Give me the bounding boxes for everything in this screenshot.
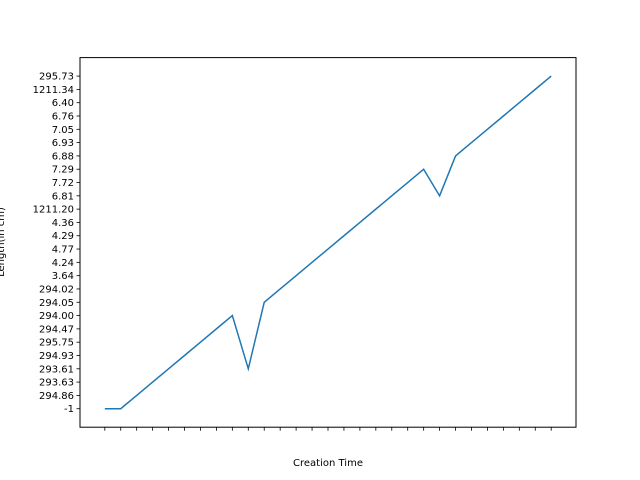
- y-tick-label: 1211.20: [33, 205, 74, 216]
- y-tick-label: 4.24: [52, 258, 74, 269]
- y-tick-label: -1: [64, 404, 74, 415]
- y-tick-label: 7.29: [52, 165, 74, 176]
- y-tick-label: 3.64: [52, 271, 74, 282]
- y-tick-label: 294.86: [39, 391, 74, 402]
- y-tick-label: 4.29: [52, 231, 74, 242]
- y-tick-label: 4.36: [52, 218, 74, 229]
- y-tick-label: 295.75: [39, 338, 74, 349]
- y-tick-label: 294.02: [39, 284, 74, 295]
- y-tick-label: 4.77: [52, 245, 74, 256]
- y-tick-label: 7.05: [52, 125, 74, 136]
- y-tick-label: 294.05: [39, 298, 74, 309]
- y-tick-label: 1211.34: [33, 85, 74, 96]
- y-tick-label: 293.63: [39, 378, 74, 389]
- data-line: [104, 75, 552, 410]
- y-tick-label: 295.73: [39, 72, 74, 83]
- y-tick-label: 6.93: [52, 138, 74, 149]
- y-tick-label: 293.61: [39, 364, 74, 375]
- y-tick-label: 7.72: [52, 178, 74, 189]
- y-tick-label: 294.47: [39, 324, 74, 335]
- y-axis-label: Length(in cm): [0, 207, 7, 277]
- y-tick-label: 294.93: [39, 351, 74, 362]
- y-tick-label: 6.40: [52, 98, 74, 109]
- y-tick-label: 6.81: [52, 191, 74, 202]
- y-tick-label: 6.76: [52, 111, 74, 122]
- axes-frame: [79, 57, 577, 428]
- y-tick-label: 294.00: [39, 311, 74, 322]
- x-axis-label: Creation Time: [293, 458, 363, 469]
- y-tick-label: 6.88: [52, 151, 74, 162]
